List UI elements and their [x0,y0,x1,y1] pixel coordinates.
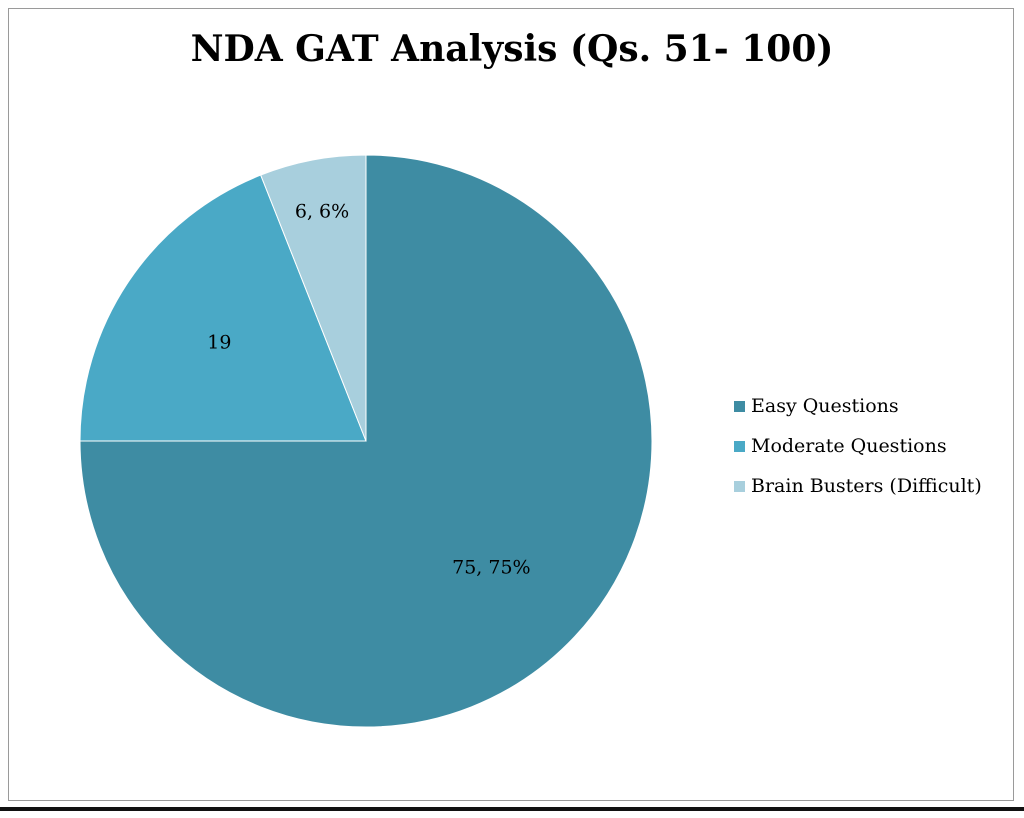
pie-slice-moderate-questions [79,174,367,442]
legend-label-easy: Easy Questions [751,395,899,417]
legend-swatch-moderate [734,440,745,452]
chart-title: NDA GAT Analysis (Qs. 51- 100) [190,28,834,70]
legend-swatch-difficult [734,480,745,492]
bottom-divider [0,807,1024,811]
legend-label-difficult: Brain Busters (Difficult) [751,475,982,497]
legend-item-difficult: Brain Busters (Difficult) [734,466,982,506]
legend-item-easy: Easy Questions [734,386,982,426]
data-label-brain-busters-difficult: 6, 6% [295,201,349,223]
pie-slice-brain-busters-difficult [260,154,367,442]
data-label-moderate-questions: 19 [207,331,231,353]
legend-label-moderate: Moderate Questions [751,435,947,457]
data-label-easy-questions: 75, 75% [452,556,531,578]
legend-swatch-easy [734,400,745,412]
legend-item-moderate: Moderate Questions [734,426,982,466]
chart-legend: Easy Questions Moderate Questions Brain … [734,386,982,506]
